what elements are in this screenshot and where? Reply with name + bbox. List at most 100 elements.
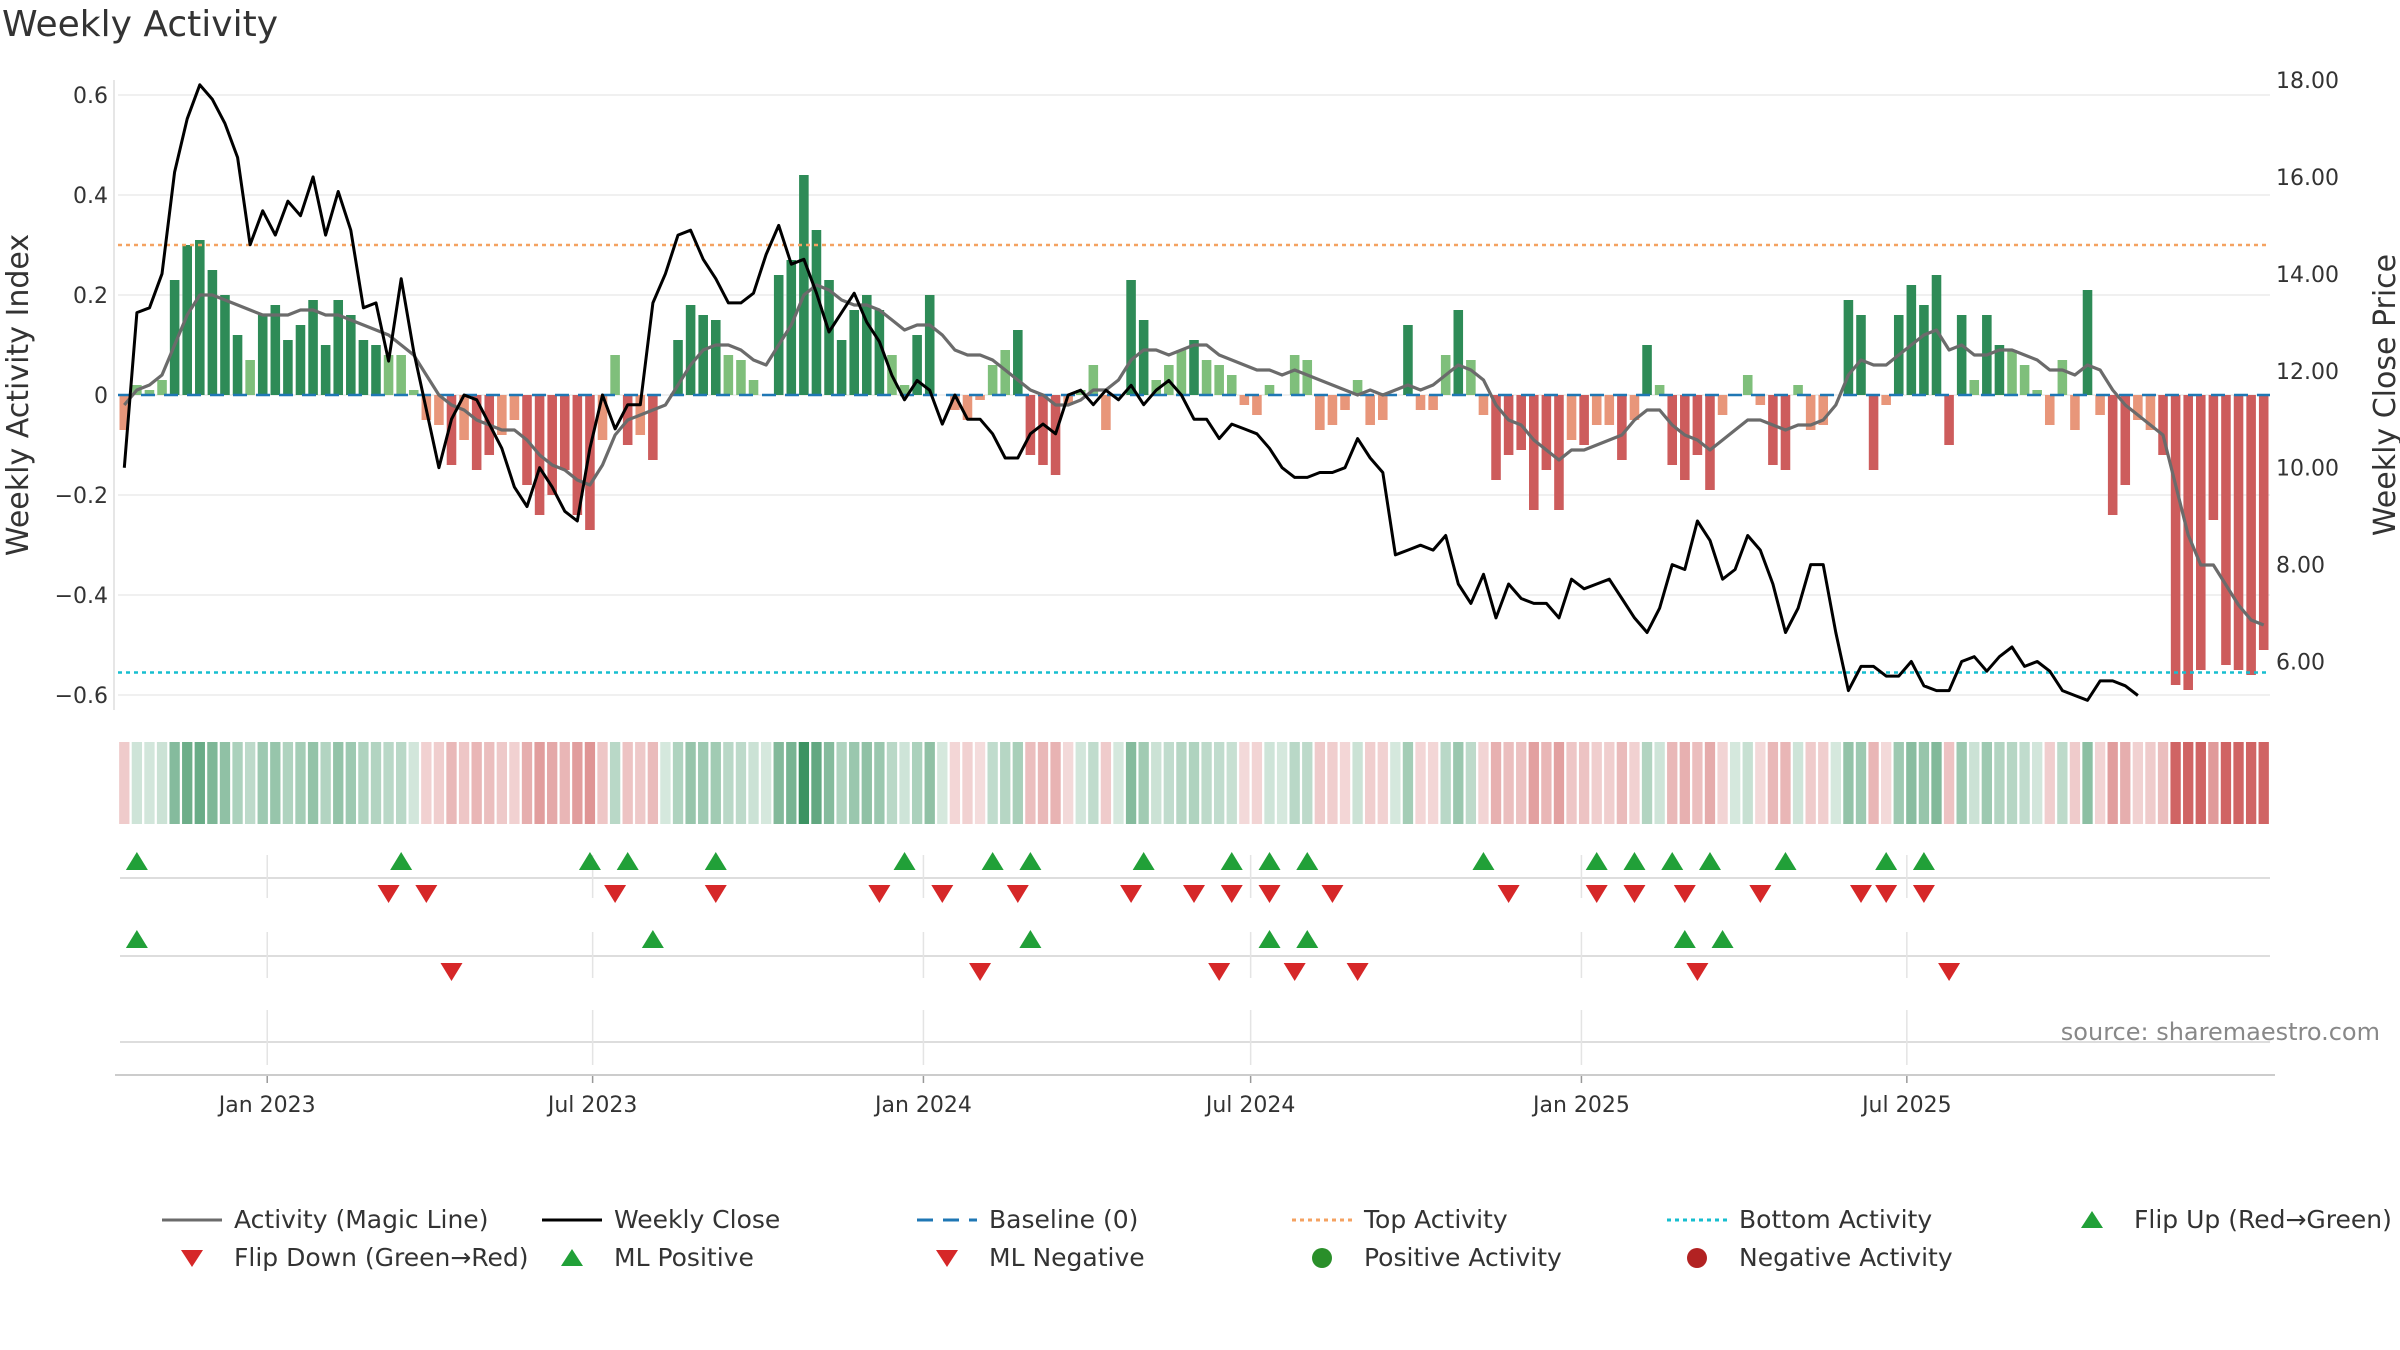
line-gray-icon <box>162 1218 222 1221</box>
heat-cell <box>270 742 281 824</box>
heat-cell <box>1604 742 1615 824</box>
flip-up-marker <box>704 852 727 870</box>
activity-bar <box>773 275 784 395</box>
heat-cell <box>685 742 696 824</box>
activity-bar <box>597 395 608 440</box>
flip-up-marker <box>125 852 148 870</box>
heat-cell <box>2170 742 2181 824</box>
activity-bar <box>1516 395 1526 450</box>
heat-cell <box>1780 742 1791 824</box>
activity-bar <box>119 395 130 430</box>
flip-down-marker <box>1497 885 1520 903</box>
activity-bar <box>2158 395 2168 455</box>
flip-markers <box>115 852 2275 1076</box>
activity-bar <box>1088 365 1099 395</box>
heat-cell <box>2006 742 2018 824</box>
tri-down-icon <box>181 1249 203 1267</box>
heat-cell <box>1075 742 1086 824</box>
activity-bar <box>1478 395 1489 415</box>
activity-bar <box>1944 395 1954 445</box>
heat-cell <box>735 742 747 824</box>
left-tick-label: 0 <box>94 384 108 409</box>
activity-bar <box>1176 350 1187 395</box>
activity-bar <box>1201 360 1212 395</box>
heat-cell <box>547 742 558 824</box>
ml-negative-marker <box>1346 963 1369 981</box>
heat-cell <box>156 742 168 824</box>
ml-positive-marker <box>125 930 148 948</box>
activity-bar <box>308 300 318 395</box>
legend-label: Bottom Activity <box>1739 1205 1933 1234</box>
heat-cell <box>672 742 684 824</box>
activity-bar <box>1805 395 1816 430</box>
ml-positive-marker <box>641 930 664 948</box>
heat-cell <box>1994 742 2005 824</box>
activity-bar <box>1793 385 1803 395</box>
heat-cell <box>257 742 268 824</box>
heat-cell <box>1125 742 1137 824</box>
activity-bar <box>1403 325 1413 395</box>
heat-cell <box>698 742 709 824</box>
source-label: source: sharemaestro.com <box>2061 1018 2380 1046</box>
activity-bar <box>1503 395 1514 455</box>
heat-cell <box>911 742 923 824</box>
activity-bar <box>1654 385 1665 395</box>
heat-cell <box>2145 742 2156 824</box>
heat-cell <box>1704 742 1716 824</box>
activity-bar <box>2082 290 2093 395</box>
legend-item: Weekly Close <box>540 1205 780 1234</box>
activity-bar <box>1264 385 1275 395</box>
flip-down-marker <box>1220 885 1243 903</box>
heat-cell <box>1100 742 1112 824</box>
activity-bar <box>1629 395 1640 420</box>
heat-cell <box>1616 742 1628 824</box>
heat-cell <box>1881 742 1892 824</box>
ml-positive-marker <box>1673 930 1696 948</box>
heat-cell <box>458 742 470 824</box>
heat-cell <box>433 742 445 824</box>
activity-bar <box>962 395 973 420</box>
heat-cell <box>307 742 319 824</box>
heat-cell <box>144 742 155 824</box>
heat-cell <box>182 742 193 824</box>
activity-bar <box>2183 395 2193 690</box>
heat-cell <box>131 742 143 824</box>
activity-bar <box>245 360 255 395</box>
activity-bar <box>446 395 457 465</box>
activity-bar <box>1340 395 1350 410</box>
heat-cell <box>232 742 243 824</box>
left-tick-label: −0.4 <box>55 584 108 609</box>
activity-bar <box>1302 360 1313 395</box>
flip-up-marker <box>1019 852 1042 870</box>
activity-bar <box>924 295 935 395</box>
heat-cell <box>1906 742 1917 824</box>
heat-cell <box>1578 742 1590 824</box>
heat-cell <box>1264 742 1275 824</box>
heat-cell <box>194 742 205 824</box>
heat-cell <box>597 742 608 824</box>
right-axis-title: Weekly Close Price <box>2368 254 2400 536</box>
activity-bar <box>383 355 394 395</box>
heat-cell <box>1062 742 1074 824</box>
activity-bar <box>2120 395 2131 485</box>
tri-down-icon <box>936 1249 958 1267</box>
heat-cell <box>1151 742 1162 824</box>
legend-label: Positive Activity <box>1364 1243 1562 1272</box>
activity-bar <box>1126 280 1136 395</box>
activity-bar <box>1466 360 1476 395</box>
heat-cell <box>471 742 482 824</box>
heat-cell <box>1541 742 1552 824</box>
flip-up-marker <box>1661 852 1684 870</box>
flip-down-marker <box>1258 885 1281 903</box>
heat-cell <box>1818 742 1829 824</box>
activity-bar <box>1906 285 1917 395</box>
ml-negative-marker <box>1208 963 1231 981</box>
legend-item: Activity (Magic Line) <box>160 1205 488 1234</box>
ml-positive-marker <box>1258 930 1281 948</box>
heat-cell <box>1289 742 1300 824</box>
activity-bar <box>723 355 734 395</box>
right-tick-label: 16.00 <box>2276 166 2339 191</box>
activity-bar <box>1956 315 1967 395</box>
heat-cell <box>1830 742 1841 824</box>
heat-cell <box>2094 742 2106 824</box>
